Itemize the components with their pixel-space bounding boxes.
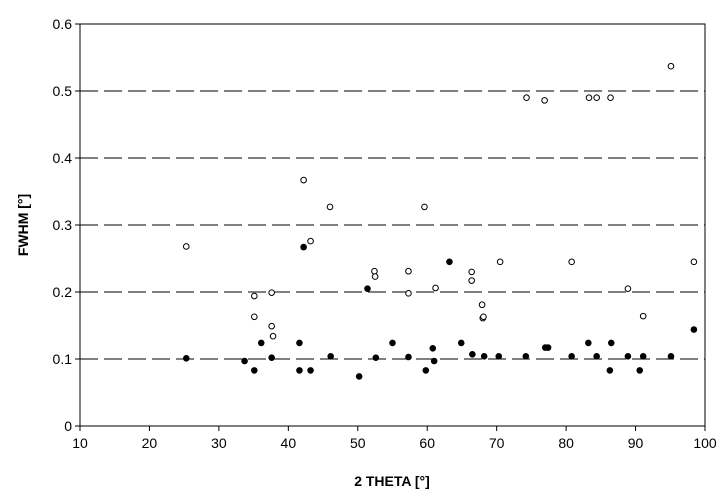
x-tick-label: 50 (350, 435, 366, 451)
open-circle-point (690, 258, 698, 266)
open-circle-point (639, 312, 647, 320)
open-circle-point (585, 94, 593, 101)
filled-circle-point (422, 367, 430, 374)
filled-circle-point (522, 353, 530, 360)
x-tick-label: 100 (693, 435, 717, 451)
open-circle-point (432, 284, 439, 292)
filled-circle-point (495, 353, 503, 360)
open-circle-point (421, 203, 428, 211)
filled-circle-point (667, 353, 675, 360)
x-axis-label: 2 THETA [°] (354, 473, 430, 489)
open-circle-point (182, 243, 190, 250)
data-points (182, 62, 698, 380)
filled-circle-point (636, 367, 644, 374)
open-circle-point (667, 62, 675, 70)
open-circle-point (371, 273, 379, 280)
filled-circle-point (606, 367, 614, 374)
open-circle-point (405, 290, 412, 297)
filled-circle-point (296, 339, 303, 347)
open-circle-point (269, 332, 277, 340)
filled-circle-point (372, 354, 380, 361)
x-tick-label: 90 (628, 435, 644, 451)
y-tick-label: 0.5 (53, 83, 73, 99)
filled-circle-point (405, 353, 412, 361)
x-tick-label: 40 (281, 435, 297, 451)
y-tick-label: 0.6 (53, 16, 73, 32)
open-circle-point (371, 267, 378, 275)
filled-circle-point (241, 357, 248, 365)
x-tick-label: 10 (72, 435, 88, 451)
filled-circle-point (364, 285, 371, 292)
open-circle-point (607, 94, 614, 101)
filled-circle-point (307, 367, 314, 374)
x-tick-label: 70 (489, 435, 505, 451)
open-circle-point (405, 267, 412, 275)
filled-circle-point (257, 339, 265, 347)
tick-labels: 0 0.1 0.2 0.3 0.4 0.5 0.6 10 20 30 40 50 60 70 80 90 100 (53, 16, 717, 451)
open-circle-point (268, 322, 275, 330)
open-circle-point (268, 289, 275, 296)
y-tick-label: 0.2 (53, 284, 73, 300)
open-circle-point (300, 176, 307, 184)
open-circle-point (307, 237, 314, 245)
axes (75, 23, 706, 431)
filled-circle-point (389, 339, 396, 347)
x-tick-label: 20 (142, 435, 158, 451)
filled-circle-point (624, 353, 632, 360)
gridlines (80, 90, 705, 360)
filled-circle-point (639, 353, 647, 360)
y-tick-label: 0.1 (53, 351, 73, 367)
open-circle-point (541, 97, 548, 104)
x-tick-label: 60 (419, 435, 435, 451)
open-circle-point (568, 258, 575, 266)
filled-circle-point (480, 353, 488, 360)
filled-circle-point (355, 373, 363, 380)
open-circle-point (523, 94, 530, 101)
filled-circle-point (430, 357, 438, 365)
filled-circle-point (296, 367, 303, 374)
filled-circle-point (690, 326, 698, 333)
y-axis-label: FWHM [°] (15, 194, 31, 256)
filled-circle-point (544, 344, 552, 351)
filled-circle-point (182, 355, 190, 362)
open-circle-point (251, 313, 258, 321)
open-circle-point (593, 94, 600, 101)
open-circle-point (624, 285, 632, 292)
open-circle-point (480, 313, 487, 321)
open-circle-point (251, 292, 258, 300)
y-tick-label: 0.4 (53, 150, 73, 166)
open-circle-point (326, 203, 334, 211)
filled-circle-point (457, 339, 465, 347)
open-circle-point (468, 268, 475, 276)
filled-circle-point (607, 339, 615, 347)
filled-circle-point (469, 351, 476, 358)
open-circle-point (468, 277, 475, 284)
filled-circle-point (585, 339, 592, 347)
filled-circle-point (429, 344, 437, 352)
open-circle-point (478, 301, 486, 309)
x-tick-label: 30 (211, 435, 227, 451)
filled-circle-point (251, 367, 258, 374)
y-tick-label: 0.3 (53, 217, 73, 233)
filled-circle-point (593, 353, 600, 360)
filled-circle-point (268, 354, 275, 361)
y-tick-label: 0 (64, 418, 72, 434)
filled-circle-point (446, 258, 453, 266)
filled-circle-point (568, 353, 575, 360)
open-circle-point (496, 258, 504, 266)
x-tick-label: 80 (558, 435, 574, 451)
filled-circle-point (300, 243, 307, 251)
filled-circle-point (327, 353, 334, 360)
